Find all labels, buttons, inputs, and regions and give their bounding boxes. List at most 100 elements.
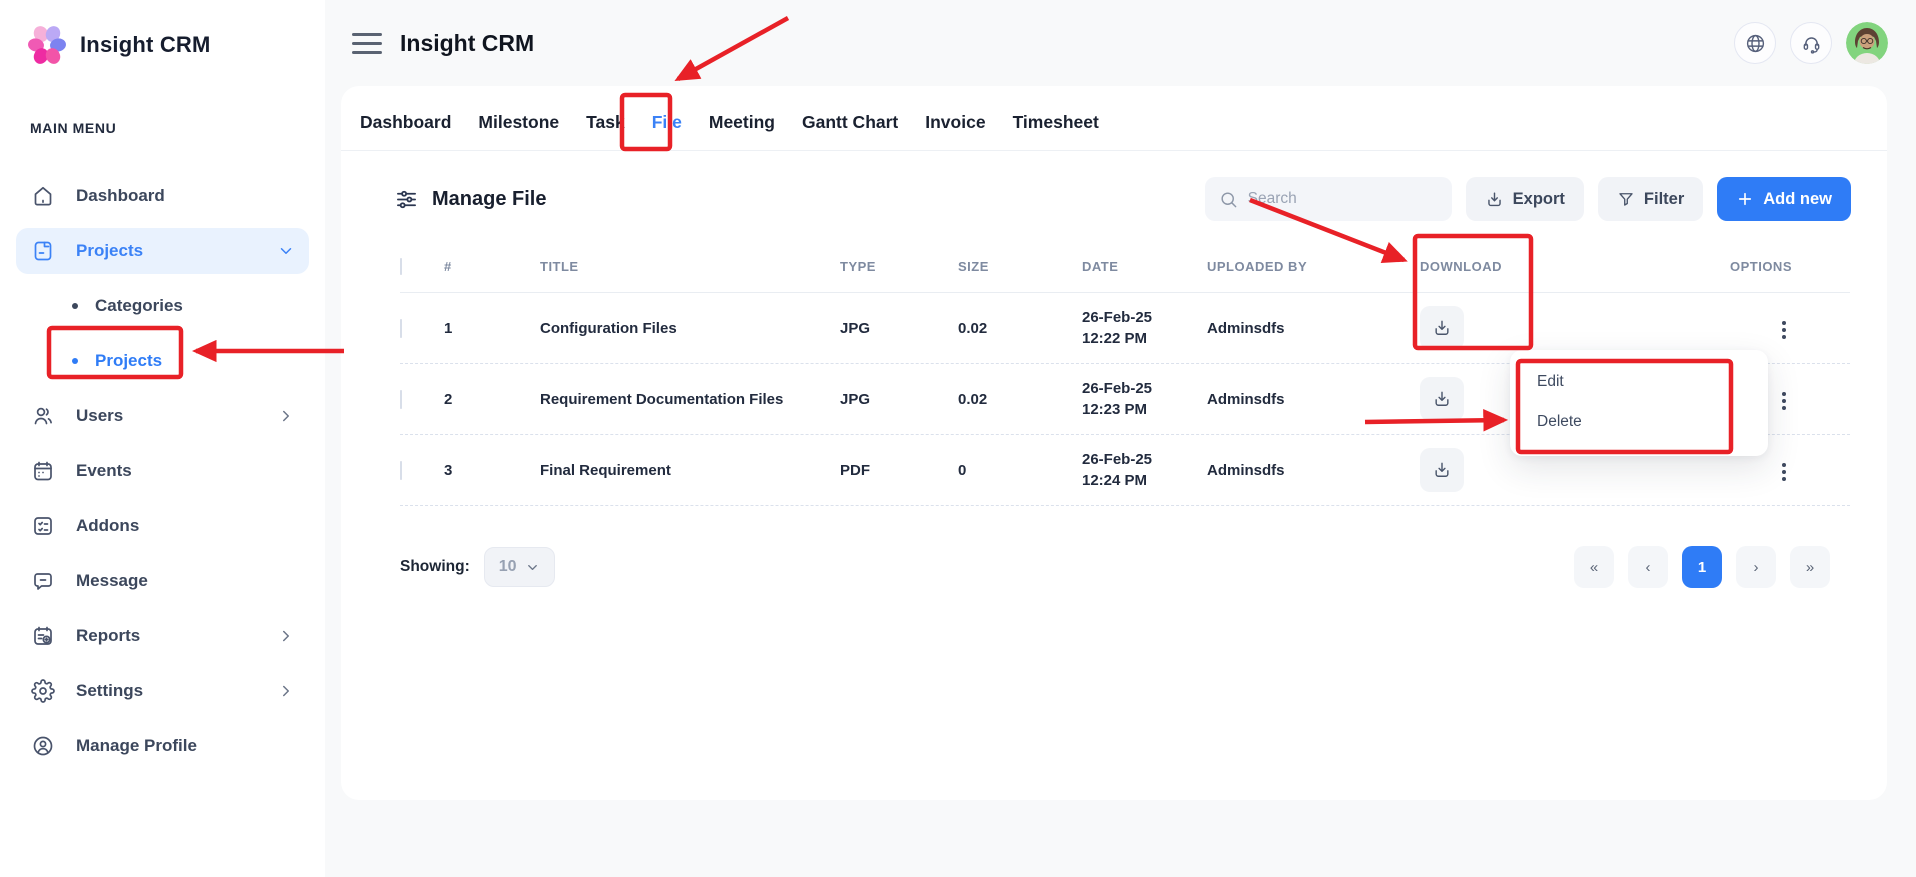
bullet-icon (72, 303, 78, 309)
tab-meeting[interactable]: Meeting (708, 112, 775, 132)
col-header-uploaded-by: UPLOADED BY (1207, 259, 1308, 274)
tab-invoice[interactable]: Invoice (925, 112, 986, 132)
page-size-select[interactable]: 10 (483, 547, 555, 587)
download-button[interactable] (1420, 448, 1464, 492)
profile-icon (30, 733, 56, 759)
sidebar-item-label: Dashboard (76, 186, 165, 205)
sidebar-item-reports[interactable]: Reports (16, 613, 309, 659)
row-num: 3 (444, 461, 453, 479)
file-title: Configuration Files (540, 319, 677, 337)
chat-icon (30, 568, 56, 594)
tab-timesheet[interactable]: Timesheet (1012, 112, 1099, 132)
tab-gantt-chart[interactable]: Gantt Chart (802, 112, 899, 132)
headset-icon (1803, 36, 1819, 54)
row-checkbox[interactable] (400, 460, 402, 480)
col-header-download: DOWNLOAD (1420, 259, 1502, 274)
file-date: 26-Feb-25 12:22 PM (1082, 309, 1153, 347)
download-button[interactable] (1420, 377, 1464, 421)
pagination: « ‹ 1 › » (1574, 546, 1850, 588)
section-heading: Manage File (395, 188, 546, 211)
checklist-icon (30, 513, 56, 539)
users-icon (30, 403, 56, 429)
sidebar-item-projects[interactable]: Projects (16, 228, 309, 274)
language-globe-button[interactable] (1734, 22, 1776, 64)
gear-icon (30, 678, 56, 704)
download-icon (1435, 462, 1449, 477)
pagination-prev-button[interactable]: ‹ (1628, 546, 1668, 588)
row-options-kebab-icon[interactable] (1776, 386, 1792, 416)
search-box (1204, 177, 1452, 221)
sidebar-nav: Dashboard Projects Categories Projects (16, 173, 309, 769)
sidebar-item-label: Addons (76, 516, 140, 535)
file-size: 0.02 (958, 390, 988, 408)
chevron-right-icon (277, 407, 295, 425)
col-header-type: TYPE (840, 259, 876, 274)
sidebar-item-settings[interactable]: Settings (16, 668, 309, 714)
support-button[interactable] (1790, 22, 1832, 64)
table-row: 3 Final Requirement PDF 0 26-Feb-25 12:24… (400, 435, 1850, 506)
sidebar-item-message[interactable]: Message (16, 558, 309, 604)
add-new-button[interactable]: Add new (1717, 177, 1851, 221)
tab-task[interactable]: Task (586, 112, 625, 132)
hamburger-menu-icon[interactable] (352, 32, 382, 54)
section-heading-label: Manage File (432, 187, 547, 210)
bullet-icon (72, 358, 78, 364)
sidebar-subitem-categories[interactable]: Categories (16, 283, 309, 329)
pagination-first-button[interactable]: « (1574, 546, 1614, 588)
context-menu-delete[interactable]: Delete (1537, 413, 1582, 430)
pagination-last-button[interactable]: » (1790, 546, 1830, 588)
file-date: 26-Feb-25 12:23 PM (1082, 380, 1153, 418)
chevron-right-icon (277, 682, 295, 700)
file-size: 0 (958, 461, 967, 479)
download-icon (1435, 320, 1449, 335)
sidebar-item-dashboard[interactable]: Dashboard (16, 173, 309, 219)
table-footer: Showing: 10 « ‹ 1 › » (400, 546, 1850, 588)
file-type: JPG (840, 319, 871, 337)
sidebar-item-label: Manage Profile (76, 736, 197, 755)
sidebar-item-manage-profile[interactable]: Manage Profile (16, 723, 309, 769)
pagination-page-1-button[interactable]: 1 (1682, 546, 1722, 588)
chevron-down-icon (277, 242, 295, 260)
row-options-kebab-icon[interactable] (1776, 457, 1792, 487)
uploaded-by: Adminsdfs (1207, 461, 1285, 479)
showing-label: Showing: (400, 558, 470, 575)
topbar-actions (1734, 22, 1888, 64)
download-button[interactable] (1420, 306, 1464, 350)
avatar-image (1846, 22, 1888, 64)
chevron-right-icon (277, 627, 295, 645)
filter-button[interactable]: Filter (1597, 177, 1704, 221)
plus-icon (1739, 192, 1752, 206)
search-input[interactable] (1247, 190, 1428, 208)
filter-button-label: Filter (1643, 189, 1685, 208)
logo[interactable]: Insight CRM (16, 22, 309, 68)
table-row: 2 Requirement Documentation Files JPG 0.… (400, 364, 1850, 435)
row-options-kebab-icon[interactable] (1776, 315, 1792, 345)
report-icon (30, 623, 56, 649)
col-header-size: SIZE (958, 259, 989, 274)
tab-bar: Dashboard Milestone Task File Meeting Ga… (341, 86, 1887, 151)
document-icon (30, 238, 56, 264)
sidebar-item-users[interactable]: Users (16, 393, 309, 439)
sidebar-item-events[interactable]: Events (16, 448, 309, 494)
file-date: 26-Feb-25 12:24 PM (1082, 451, 1153, 489)
page-size-value: 10 (498, 558, 517, 575)
col-header-num: # (444, 259, 452, 274)
user-avatar[interactable] (1846, 22, 1888, 64)
toolbar-actions: Export Filter Add new (1204, 177, 1851, 221)
export-button[interactable]: Export (1465, 177, 1584, 221)
file-title: Final Requirement (540, 461, 671, 479)
select-all-checkbox[interactable] (400, 258, 402, 275)
pagination-next-button[interactable]: › (1736, 546, 1776, 588)
sidebar-subitem-projects[interactable]: Projects (16, 338, 309, 384)
sidebar-item-addons[interactable]: Addons (16, 503, 309, 549)
tab-milestone[interactable]: Milestone (478, 112, 560, 132)
tab-dashboard[interactable]: Dashboard (360, 112, 452, 132)
row-checkbox[interactable] (400, 389, 402, 409)
tab-file[interactable]: File (651, 112, 682, 132)
calendar-icon (30, 458, 56, 484)
context-menu-edit[interactable]: Edit (1537, 373, 1564, 390)
row-checkbox[interactable] (400, 318, 402, 338)
topbar: Insight CRM (325, 0, 1916, 86)
uploaded-by: Adminsdfs (1207, 390, 1285, 408)
